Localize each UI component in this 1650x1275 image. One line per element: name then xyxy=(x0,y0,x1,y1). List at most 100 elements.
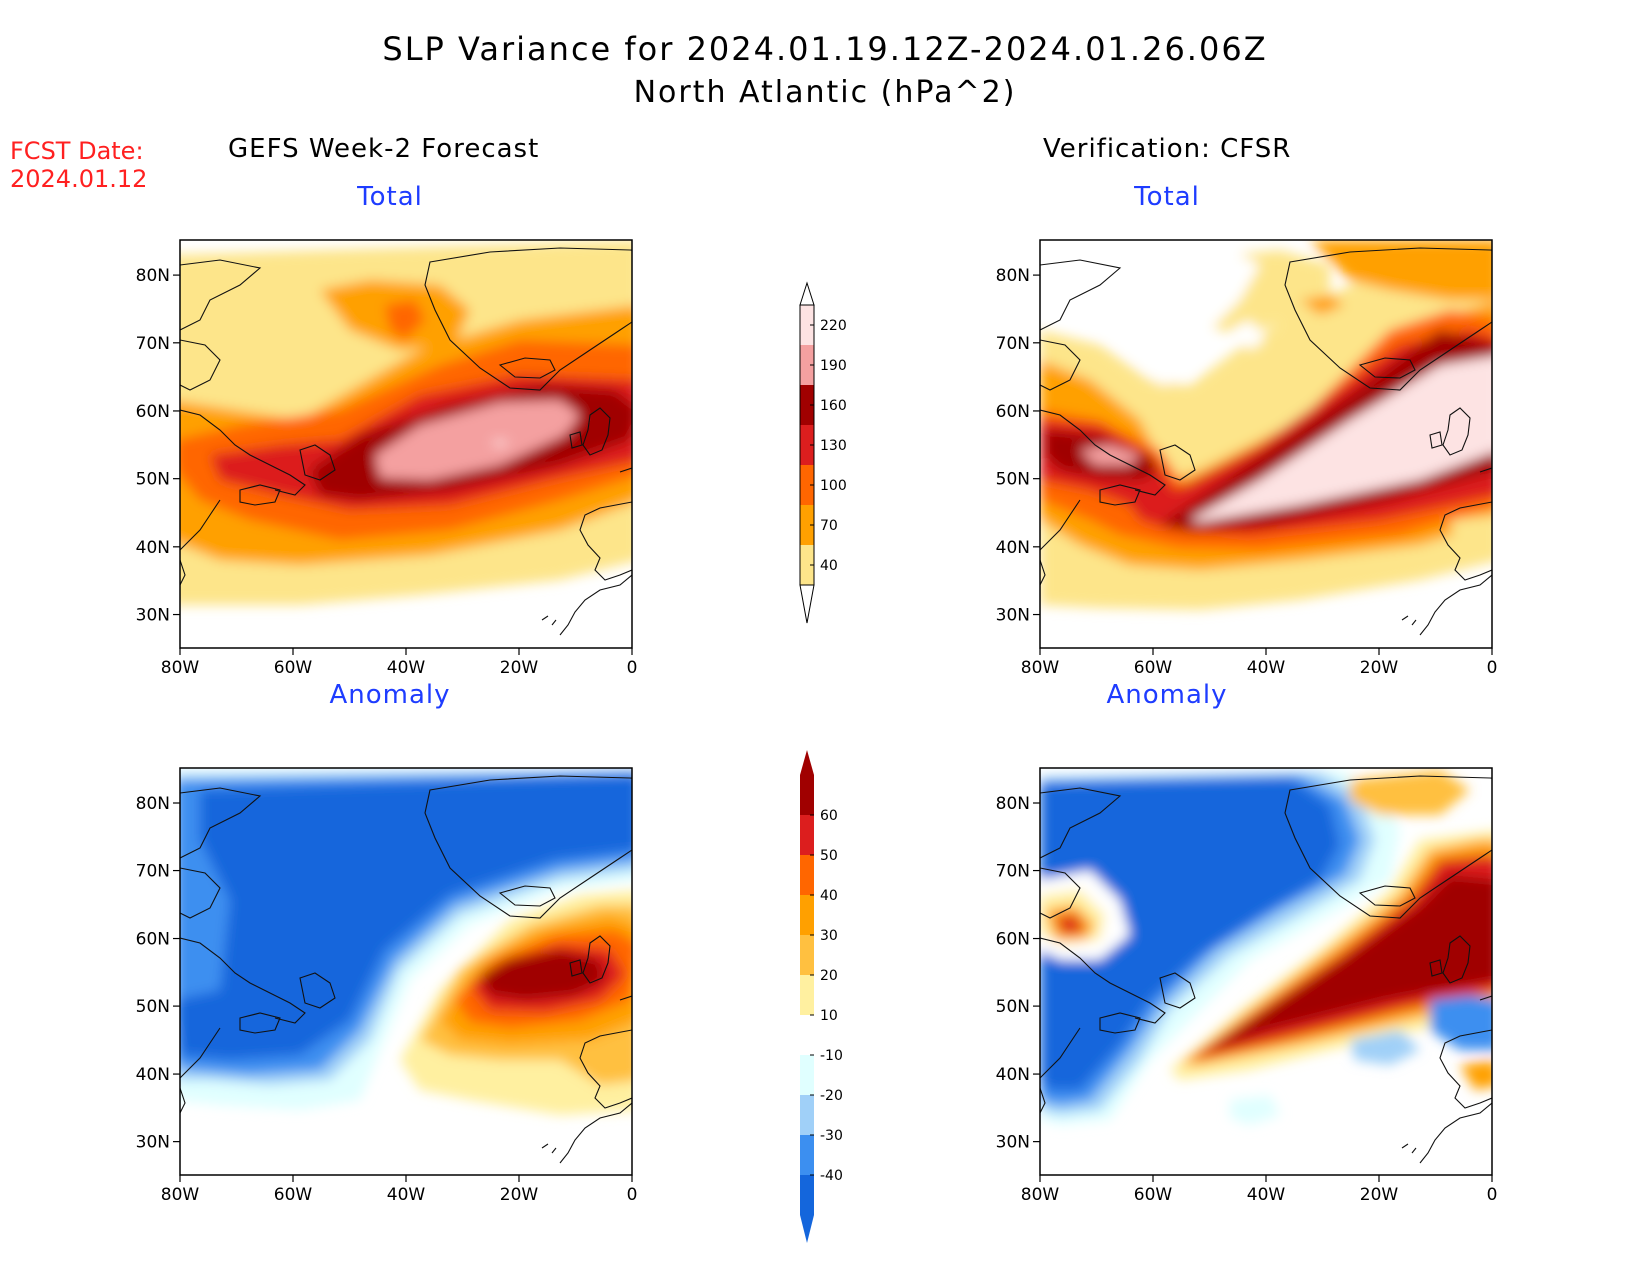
lat-tick-label: 70N xyxy=(136,862,170,882)
left-column-title: GEFS Week-2 Forecast xyxy=(228,134,540,164)
panel-title-total-right: Total xyxy=(1134,182,1200,212)
right-column-title: Verification: CFSR xyxy=(1043,134,1292,164)
lon-tick-label: 20W xyxy=(1360,658,1399,678)
fcst-date-block: FCST Date: 2024.01.12 xyxy=(10,137,147,193)
lat-tick-label: 60N xyxy=(996,930,1030,950)
colorbar-total-label: 40 xyxy=(820,558,838,574)
lat-tick-label: 40N xyxy=(136,538,170,558)
colorbar-anomaly-label: -30 xyxy=(820,1128,843,1144)
lat-tick-label: 30N xyxy=(996,606,1030,626)
colorbar-anomaly-label: -40 xyxy=(820,1168,843,1184)
lon-tick-label: 80W xyxy=(1021,1185,1060,1205)
lon-tick-label: 60W xyxy=(1134,658,1173,678)
lon-tick-label: 60W xyxy=(1134,1185,1173,1205)
colorbar-anomaly-label: -20 xyxy=(820,1088,843,1104)
lat-tick-label: 50N xyxy=(136,470,170,490)
lon-tick-label: 60W xyxy=(274,1185,313,1205)
colorbar-anomaly-swatch xyxy=(800,975,814,1015)
colorbar-anomaly-swatch xyxy=(800,1055,814,1095)
lat-tick-label: 60N xyxy=(136,402,170,422)
panel-title-anomaly-right: Anomaly xyxy=(1106,680,1228,710)
colorbar-anomaly-cap-top xyxy=(800,750,814,775)
lon-tick-label: 0 xyxy=(627,658,638,678)
lon-tick-label: 80W xyxy=(161,1185,200,1205)
colorbar-anomaly-label: 50 xyxy=(820,848,838,864)
axes-layer: 80N 70N 60N 50N 40N 30N 80W 60W 40W 20W 0 80N 70N 60N… xyxy=(136,266,1498,1205)
colorbar-anomaly-swatch xyxy=(800,815,814,855)
lat-tick-label: 40N xyxy=(136,1065,170,1085)
colorbar-total-swatch xyxy=(800,305,814,345)
fcst-date: 2024.01.12 xyxy=(10,165,148,193)
lat-tick-label: 30N xyxy=(996,1133,1030,1153)
lat-tick-label: 40N xyxy=(996,1065,1030,1085)
lon-tick-label: 20W xyxy=(500,658,539,678)
colorbar-total-swatch xyxy=(800,505,814,545)
colorbar-total-label: 130 xyxy=(820,438,847,454)
lon-tick-label: 80W xyxy=(1021,658,1060,678)
lat-tick-label: 70N xyxy=(996,862,1030,882)
colorbar-anomaly-label: 40 xyxy=(820,888,838,904)
colorbar-total-swatch xyxy=(800,465,814,505)
colorbar-total-swatch xyxy=(800,345,814,385)
lat-tick-label: 30N xyxy=(136,1133,170,1153)
lat-tick-label: 80N xyxy=(996,266,1030,286)
lat-tick-label: 70N xyxy=(996,334,1030,354)
lon-tick-label: 0 xyxy=(1487,1185,1498,1205)
colorbar-anomaly-swatch xyxy=(800,1175,814,1215)
lon-tick-label: 60W xyxy=(274,658,313,678)
panel-title-anomaly-left: Anomaly xyxy=(329,680,451,710)
colorbar-total-swatch xyxy=(800,545,814,585)
colorbar-total-label: 220 xyxy=(820,318,847,334)
colorbar-anomaly-swatch xyxy=(800,855,814,895)
colorbar-total-label: 190 xyxy=(820,358,847,374)
colorbar-total-swatch xyxy=(800,425,814,465)
colorbar-total-label: 100 xyxy=(820,478,847,494)
panel-anomaly-verification xyxy=(1039,767,1493,1176)
panel-total-verification xyxy=(1039,239,1493,649)
lon-tick-label: 20W xyxy=(1360,1185,1399,1205)
panel-total-forecast xyxy=(179,239,633,649)
panel-anomaly-forecast xyxy=(179,767,633,1176)
colorbar-anomaly-swatch xyxy=(800,1095,814,1135)
lat-tick-label: 30N xyxy=(136,606,170,626)
figure-subtitle: North Atlantic (hPa^2) xyxy=(633,75,1017,110)
lat-tick-label: 50N xyxy=(996,997,1030,1017)
colorbar-anomaly-swatch xyxy=(800,775,814,815)
lon-tick-label: 40W xyxy=(1247,1185,1286,1205)
colorbar-anomaly-label: -10 xyxy=(820,1048,843,1064)
figure-title: SLP Variance for 2024.01.19.12Z-2024.01.… xyxy=(382,30,1268,68)
lat-tick-label: 80N xyxy=(996,794,1030,814)
colorbar-total-label: 70 xyxy=(820,518,838,534)
colorbar-anomaly-cap-bottom xyxy=(800,1215,814,1243)
lon-tick-label: 0 xyxy=(627,1185,638,1205)
lat-tick-label: 60N xyxy=(996,402,1030,422)
lon-tick-label: 40W xyxy=(1247,658,1286,678)
lat-tick-label: 60N xyxy=(136,930,170,950)
colorbar-total-cap-bottom xyxy=(799,584,815,624)
colorbar-anomaly-swatch xyxy=(800,895,814,935)
lon-tick-label: 40W xyxy=(387,1185,426,1205)
colorbar-total-swatch xyxy=(800,385,814,425)
colorbar-total-label: 160 xyxy=(820,398,847,414)
colorbar-anomaly-label: 60 xyxy=(820,808,838,824)
colorbar-anomaly-label: 30 xyxy=(820,928,838,944)
colorbar-total-cap-top xyxy=(799,281,815,306)
colorbar-total: 220 190 160 130 100 70 40 xyxy=(799,281,847,624)
lat-tick-label: 50N xyxy=(136,997,170,1017)
colorbar-anomaly-swatch xyxy=(800,935,814,975)
lat-tick-label: 80N xyxy=(136,266,170,286)
lat-tick-label: 50N xyxy=(996,470,1030,490)
fcst-label: FCST Date: xyxy=(10,137,144,165)
colorbar-anomaly-swatch xyxy=(800,1015,814,1055)
lon-tick-label: 20W xyxy=(500,1185,539,1205)
colorbar-anomaly: 60 50 40 30 20 10 -10 -20 -30 -40 xyxy=(800,750,843,1243)
lon-tick-label: 40W xyxy=(387,658,426,678)
lat-tick-label: 40N xyxy=(996,538,1030,558)
lat-tick-label: 80N xyxy=(136,794,170,814)
colorbar-anomaly-label: 10 xyxy=(820,1008,838,1024)
lon-tick-label: 80W xyxy=(161,658,200,678)
lat-tick-label: 70N xyxy=(136,334,170,354)
colorbar-anomaly-label: 20 xyxy=(820,968,838,984)
colorbar-anomaly-swatch xyxy=(800,1135,814,1175)
